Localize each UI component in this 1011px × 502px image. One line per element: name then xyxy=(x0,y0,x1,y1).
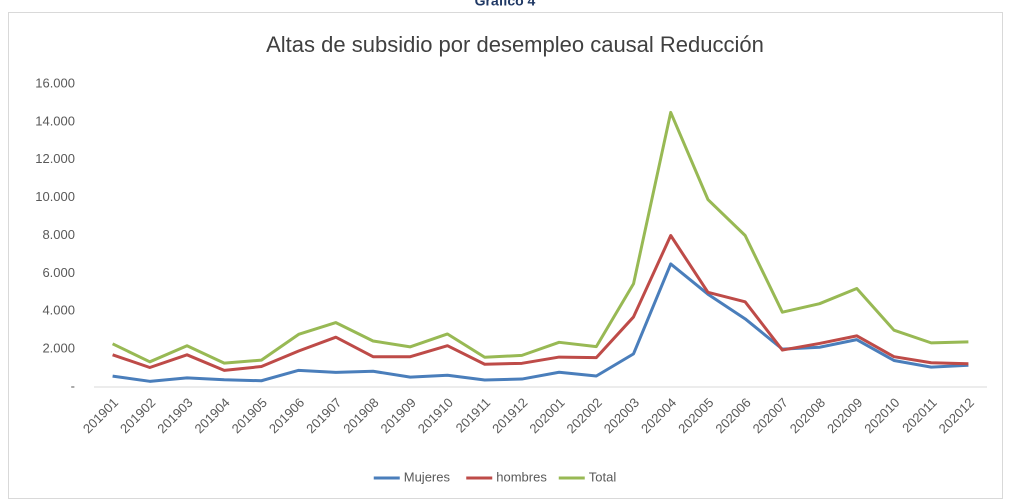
line-series xyxy=(111,110,969,365)
x-tick-label: 202006 xyxy=(712,395,753,436)
x-tick-label: 202012 xyxy=(936,395,977,436)
x-tick-label: 201906 xyxy=(266,395,307,436)
x-tick-label: 202005 xyxy=(675,395,716,436)
x-tick-label: 201912 xyxy=(489,395,530,436)
x-tick-label: 201905 xyxy=(229,395,270,436)
y-tick-label: 2.000 xyxy=(42,341,75,356)
legend-label: hombres xyxy=(496,469,547,484)
x-tick-label: 202007 xyxy=(750,395,791,436)
x-tick-label: 202001 xyxy=(526,395,567,436)
legend-label: Mujeres xyxy=(404,469,451,484)
y-tick-label: 16.000 xyxy=(35,75,75,90)
y-tick-label: 12.000 xyxy=(35,151,75,166)
y-tick-label: 6.000 xyxy=(42,265,75,280)
x-tick-label: 201904 xyxy=(191,395,232,436)
x-tick-label: 201909 xyxy=(378,395,419,436)
x-tick-label: 202003 xyxy=(601,395,642,436)
y-tick-label: 4.000 xyxy=(42,303,75,318)
x-tick-label: 202011 xyxy=(899,395,940,436)
x-tick-label: 201907 xyxy=(303,395,344,436)
chart-frame xyxy=(8,12,1003,499)
x-tick-label: 201908 xyxy=(340,395,381,436)
header: Gráfico 4 xyxy=(475,0,536,9)
line-series xyxy=(112,262,969,383)
y-tick-label: 14.000 xyxy=(35,113,75,128)
x-tick-label: 202008 xyxy=(787,395,828,436)
y-tick-label: 10.000 xyxy=(35,189,75,204)
chart-title: Altas de subsidio por desempleo causal R… xyxy=(266,32,764,57)
y-tick-label: - xyxy=(71,378,75,393)
x-tick-label: 202009 xyxy=(824,395,865,436)
line-series xyxy=(112,234,969,372)
x-tick-label: 201910 xyxy=(415,395,456,436)
legend-label: Total xyxy=(589,469,617,484)
x-tick-label: 202004 xyxy=(638,395,679,436)
x-tick-label: 201911 xyxy=(453,395,494,436)
x-tick-label: 201901 xyxy=(80,395,121,436)
x-tick-label: 201902 xyxy=(117,395,158,436)
x-tick-label: 201903 xyxy=(154,395,195,436)
y-tick-label: 8.000 xyxy=(42,227,75,242)
x-tick-label: 202010 xyxy=(861,395,902,436)
x-tick-label: 202002 xyxy=(564,395,605,436)
